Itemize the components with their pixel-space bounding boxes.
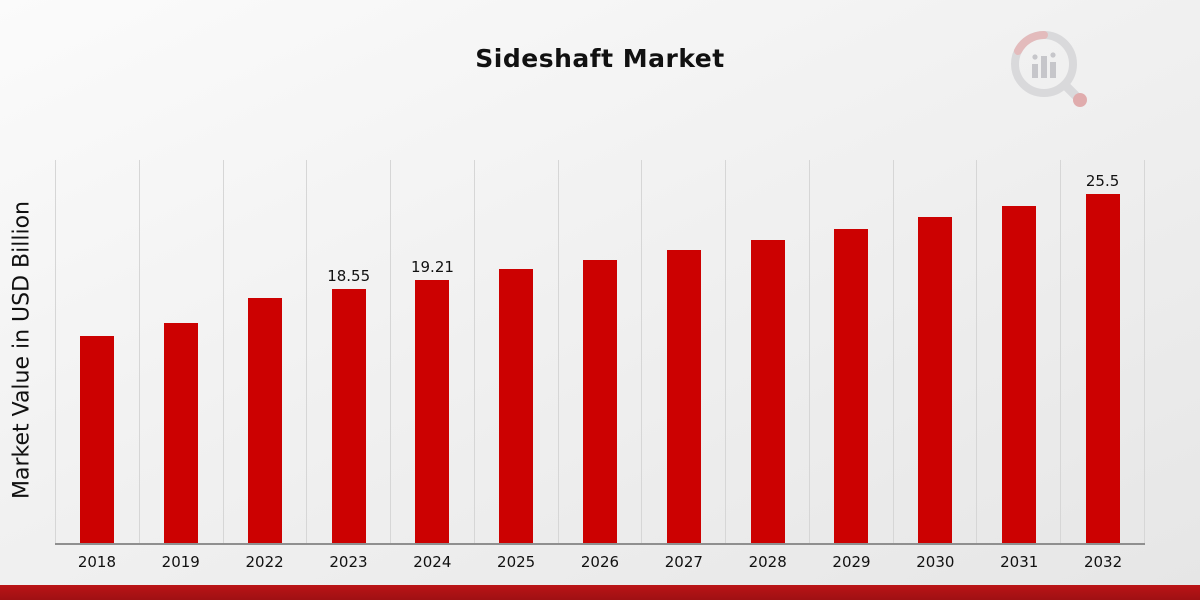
bar-2019 [164, 322, 199, 543]
bar-2018 [80, 336, 115, 543]
x-tick-label-2019: 2019 [161, 553, 200, 571]
grid-column-2026 [557, 160, 642, 543]
x-tick-label-2023: 2023 [329, 553, 368, 571]
grid-column-2030 [892, 160, 977, 543]
bar-2029 [834, 229, 869, 543]
x-tick-label-2027: 2027 [664, 553, 703, 571]
bar-2028 [750, 240, 785, 543]
bar-2022 [247, 298, 282, 543]
x-tick-label-2029: 2029 [832, 553, 871, 571]
x-tick-label-2024: 2024 [413, 553, 452, 571]
bar-value-label-2024: 19.21 [410, 258, 454, 277]
grid-column-2024: 19.21 [390, 160, 474, 543]
bar-2023 [331, 289, 366, 543]
chart-title: Sideshaft Market [475, 44, 725, 73]
plot-area: 18.55 19.21 25.5 [55, 160, 1145, 545]
grid-column-2032: 25.5 [1060, 160, 1145, 543]
grid-column-2027 [641, 160, 725, 543]
x-tick-label-2018: 2018 [77, 553, 117, 571]
grid-column-2031 [976, 160, 1060, 543]
x-tick-label-2032: 2032 [1083, 553, 1123, 571]
grid-column-2023: 18.55 [306, 160, 390, 543]
bar-2027 [666, 250, 701, 543]
y-axis-label: Market Value in USD Billion [9, 200, 35, 500]
x-axis-labels: 2018 2019 2022 2023 2024 2025 2026 2027 2028 2029… [55, 553, 1145, 571]
x-tick-label-2028: 2028 [748, 553, 787, 571]
x-tick-label-2026: 2026 [580, 553, 620, 571]
x-tick-label-2030: 2030 [916, 553, 955, 571]
grid-column-2018 [55, 160, 139, 543]
bar-2030 [918, 216, 953, 543]
bar-2025 [499, 269, 534, 543]
bar-value-label-2023: 18.55 [327, 267, 371, 286]
bar-2031 [1001, 205, 1036, 543]
grid-column-2022 [222, 160, 307, 543]
x-tick-label-2025: 2025 [497, 553, 536, 571]
bar-2026 [582, 259, 617, 543]
grid-column-2028 [725, 160, 809, 543]
bar-value-label-2032: 25.5 [1085, 172, 1120, 191]
x-tick-label-2031: 2031 [1000, 553, 1039, 571]
bar-2032 [1085, 194, 1120, 543]
grid-column-2019 [138, 160, 223, 543]
brand-logo-icon [1011, 30, 1087, 107]
footer-ribbon [0, 585, 1200, 600]
x-tick-label-2022: 2022 [245, 553, 284, 571]
bar-2024 [415, 280, 450, 543]
grid-column-2025 [473, 160, 558, 543]
grid-column-2029 [808, 160, 893, 543]
